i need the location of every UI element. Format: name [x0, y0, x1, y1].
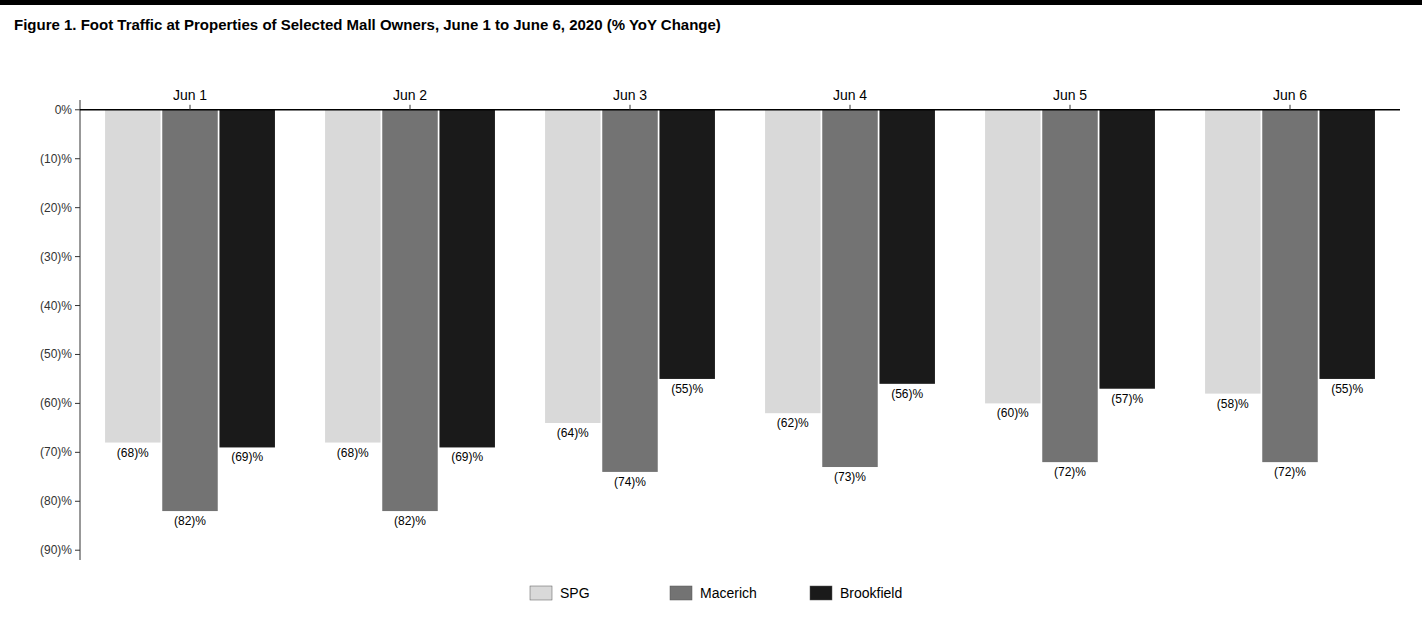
data-label: (73)% [834, 470, 866, 484]
bar [1262, 110, 1317, 462]
y-tick [75, 256, 80, 257]
y-tick [75, 403, 80, 404]
legend-swatch [530, 586, 552, 600]
legend-swatch [810, 586, 832, 600]
y-tick [75, 501, 80, 502]
y-tick-label: (60)% [40, 396, 72, 410]
y-tick-label: (50)% [40, 347, 72, 361]
y-tick [75, 207, 80, 208]
y-tick-label: (90)% [40, 543, 72, 557]
legend-swatch [670, 586, 692, 600]
y-tick [75, 158, 80, 159]
data-label: (58)% [1217, 397, 1249, 411]
data-label: (55)% [671, 382, 703, 396]
y-tick-label: (30)% [40, 250, 72, 264]
bar [1099, 110, 1154, 389]
y-tick [75, 109, 80, 110]
bar [1042, 110, 1097, 462]
x-tick-label: Jun 6 [1273, 87, 1307, 103]
data-label: (62)% [777, 416, 809, 430]
x-tick-label: Jun 4 [833, 87, 867, 103]
data-label: (64)% [557, 426, 589, 440]
data-label: (56)% [891, 387, 923, 401]
y-tick-label: (70)% [40, 445, 72, 459]
x-tick [850, 105, 851, 110]
bar [439, 110, 494, 448]
data-label: (57)% [1111, 392, 1143, 406]
data-label: (68)% [117, 446, 149, 460]
bar [219, 110, 274, 448]
x-tick [630, 105, 631, 110]
data-label: (68)% [337, 446, 369, 460]
legend-label: Macerich [700, 585, 757, 601]
top-border [0, 0, 1422, 5]
y-tick-label: (80)% [40, 494, 72, 508]
y-tick [75, 452, 80, 453]
legend-label: Brookfield [840, 585, 902, 601]
bar [1319, 110, 1374, 379]
bar [105, 110, 160, 443]
bar [765, 110, 820, 413]
data-label: (69)% [231, 450, 263, 464]
y-tick [75, 354, 80, 355]
data-label: (72)% [1274, 465, 1306, 479]
x-tick-label: Jun 1 [173, 87, 207, 103]
x-tick [1070, 105, 1071, 110]
y-tick-label: 0% [55, 103, 73, 117]
x-tick [190, 105, 191, 110]
bar [162, 110, 217, 511]
title: Figure 1. Foot Traffic at Properties of … [14, 16, 721, 33]
bar [545, 110, 600, 423]
y-tick-label: (20)% [40, 201, 72, 215]
data-label: (82)% [394, 514, 426, 528]
chart: Figure 1. Foot Traffic at Properties of … [0, 0, 1422, 630]
x-tick-label: Jun 3 [613, 87, 647, 103]
bar [985, 110, 1040, 404]
data-label: (55)% [1331, 382, 1363, 396]
x-tick-label: Jun 5 [1053, 87, 1087, 103]
data-label: (69)% [451, 450, 483, 464]
y-axis-line [80, 100, 81, 560]
bar [602, 110, 657, 472]
bar [879, 110, 934, 384]
data-label: (82)% [174, 514, 206, 528]
legend: SPG Macerich Brookfield [530, 585, 902, 601]
x-tick [410, 105, 411, 110]
bars [105, 110, 1375, 511]
data-label: (72)% [1054, 465, 1086, 479]
legend-label: SPG [560, 585, 590, 601]
x-tick [1290, 105, 1291, 110]
bar [659, 110, 714, 379]
y-tick-label: (40)% [40, 299, 72, 313]
data-label: (60)% [997, 406, 1029, 420]
x-tick-label: Jun 2 [393, 87, 427, 103]
bar [1205, 110, 1260, 394]
y-tick [75, 305, 80, 306]
data-label: (74)% [614, 475, 646, 489]
zero-line [80, 109, 1400, 111]
bar [822, 110, 877, 467]
y-tick-label: (10)% [40, 152, 72, 166]
bar [382, 110, 437, 511]
bar [325, 110, 380, 443]
y-tick [75, 550, 80, 551]
